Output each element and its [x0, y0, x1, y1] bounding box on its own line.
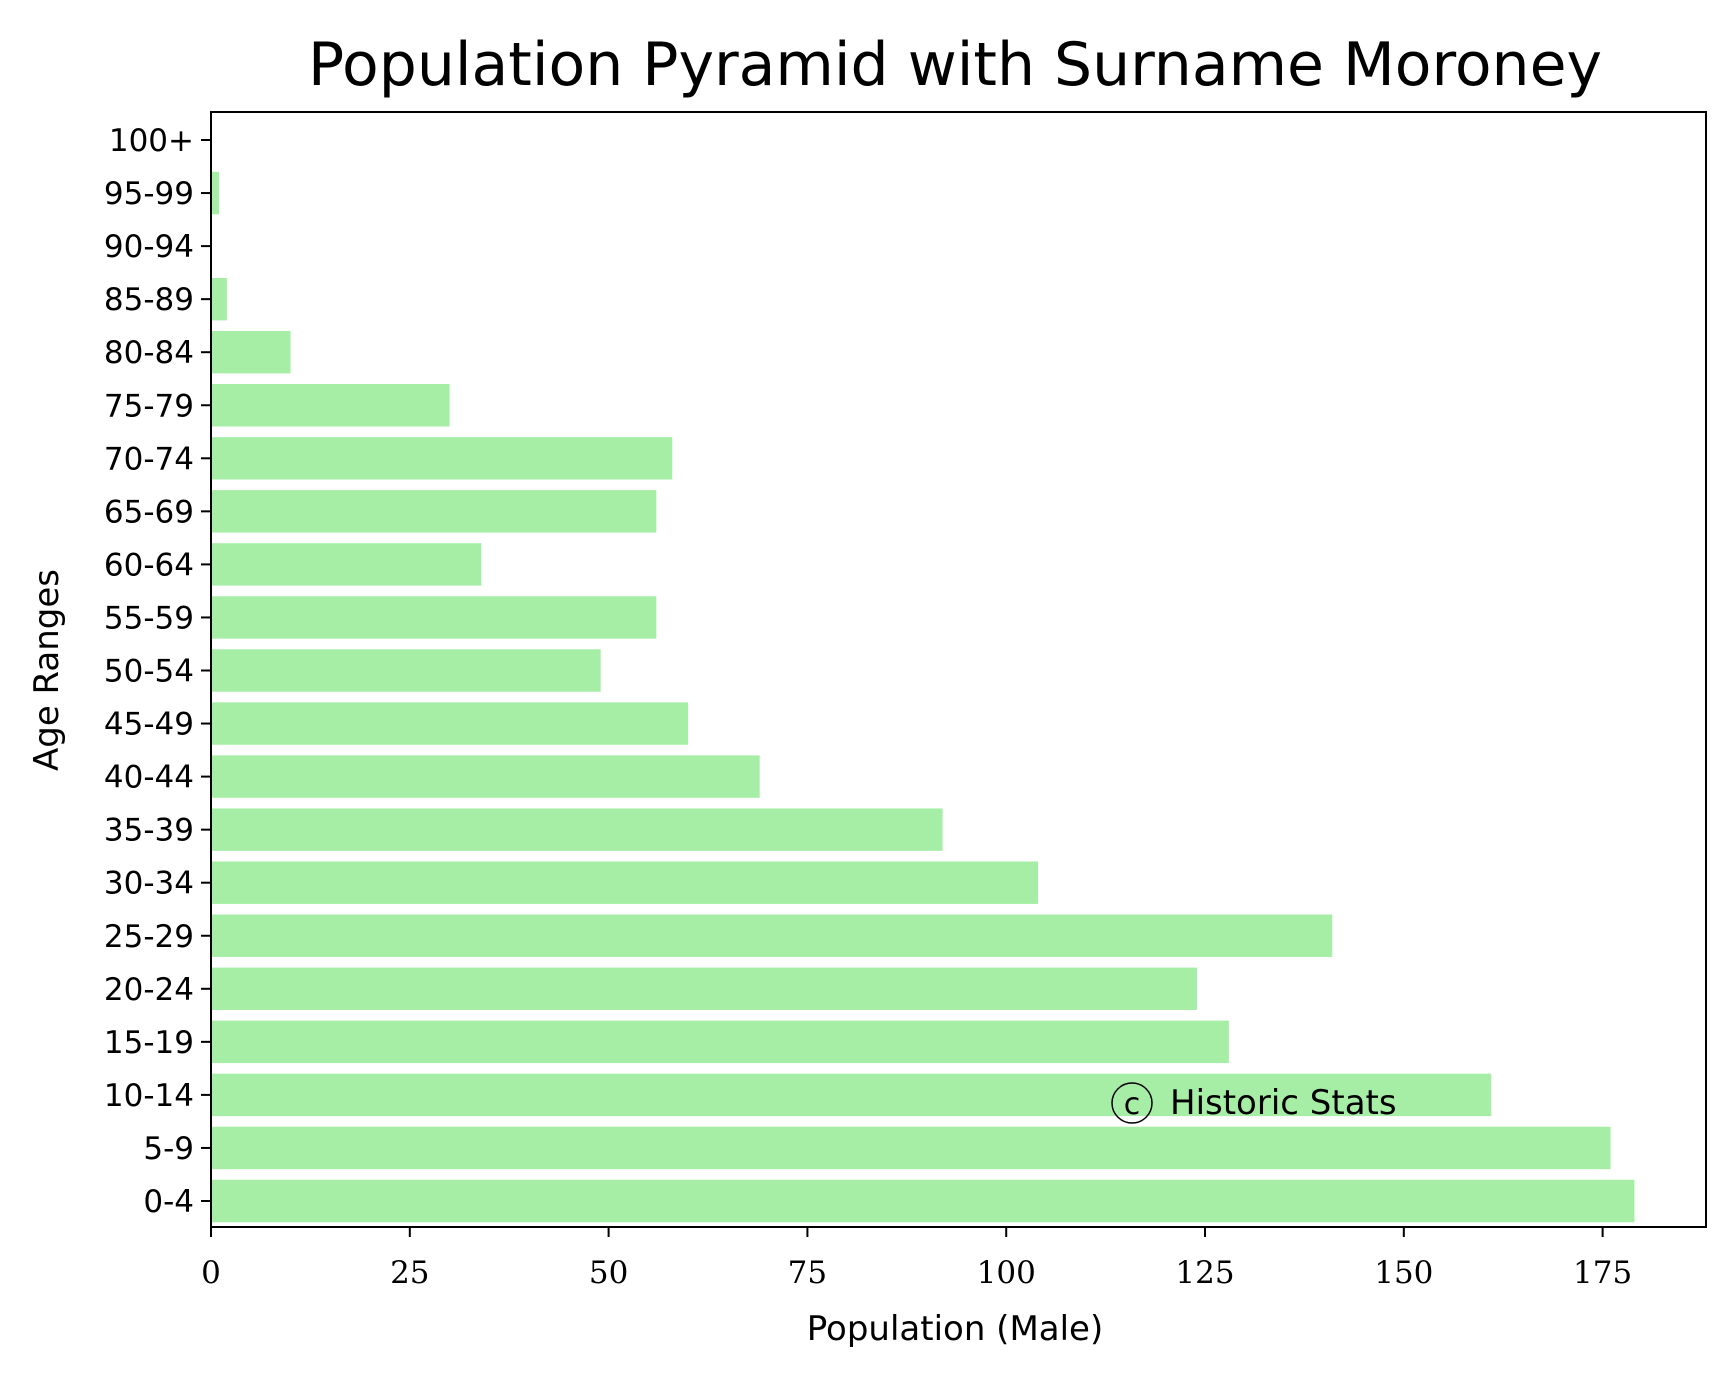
xtick-label: 175: [1573, 1255, 1632, 1291]
ytick-label: 100+: [109, 123, 194, 159]
bar-15-19: [211, 1020, 1229, 1064]
bar-50-54: [211, 649, 601, 692]
bar-0-4: [211, 1179, 1635, 1223]
ytick-label: 95-99: [104, 176, 194, 212]
bar-95-99: [211, 171, 219, 215]
xtick-label: 150: [1374, 1255, 1433, 1291]
ytick-label: 25-29: [104, 919, 194, 955]
x-axis-label: Population (Male): [807, 1309, 1104, 1349]
bar-10-14: [211, 1073, 1492, 1117]
bar-5-9: [211, 1126, 1611, 1170]
bar-20-24: [211, 967, 1198, 1011]
ytick-label: 35-39: [104, 813, 194, 849]
copyright-icon: [1111, 1082, 1153, 1124]
xtick-label: 125: [1175, 1255, 1234, 1291]
bar-60-64: [211, 543, 482, 586]
ytick-label: 75-79: [104, 388, 194, 424]
bars-layer: [211, 171, 1635, 1223]
ytick-label: 80-84: [104, 335, 194, 371]
bar-70-74: [211, 437, 673, 480]
ytick-label: 40-44: [104, 760, 194, 796]
ytick-label: 65-69: [104, 494, 194, 530]
ytick-label: 55-59: [104, 600, 194, 636]
watermark: c Historic Stats: [1111, 1082, 1397, 1124]
bar-25-29: [211, 914, 1333, 957]
chart-title: Population Pyramid with Surname Moroney: [308, 30, 1602, 100]
bar-75-79: [211, 384, 450, 427]
watermark-text: Historic Stats: [1170, 1083, 1397, 1123]
xtick-label: 0: [201, 1255, 221, 1291]
copyright-symbol: c: [1124, 1087, 1141, 1122]
xtick-label: 25: [390, 1255, 429, 1291]
ytick-label: 70-74: [104, 441, 194, 477]
ytick-label: 0-4: [143, 1184, 194, 1220]
ytick-label: 50-54: [104, 654, 194, 690]
ytick-label: 85-89: [104, 282, 194, 318]
ytick-label: 15-19: [104, 1025, 194, 1061]
bar-55-59: [211, 596, 657, 639]
bar-40-44: [211, 755, 760, 798]
ytick-label: 5-9: [143, 1131, 194, 1167]
y-axis-label: Age Ranges: [27, 569, 67, 771]
bar-30-34: [211, 861, 1039, 904]
xtick-label: 75: [788, 1255, 827, 1291]
ytick-label: 30-34: [104, 866, 194, 902]
ytick-label: 60-64: [104, 547, 194, 583]
bar-85-89: [211, 277, 227, 321]
ytick-label: 10-14: [104, 1078, 194, 1114]
bar-35-39: [211, 808, 943, 851]
x-axis: 0 25 50 75 100 125 150 175: [201, 1227, 1632, 1291]
bar-80-84: [211, 330, 291, 374]
bar-65-69: [211, 490, 657, 533]
ytick-label: 20-24: [104, 972, 194, 1008]
xtick-label: 100: [977, 1255, 1036, 1291]
bar-45-49: [211, 702, 689, 745]
ytick-label: 45-49: [104, 707, 194, 743]
y-axis: 0-4 5-9 10-14 15-19 20-24 25-29 30-34 35-39 40-4…: [104, 123, 211, 1220]
ytick-label: 90-94: [104, 229, 194, 265]
xtick-label: 50: [589, 1255, 628, 1291]
